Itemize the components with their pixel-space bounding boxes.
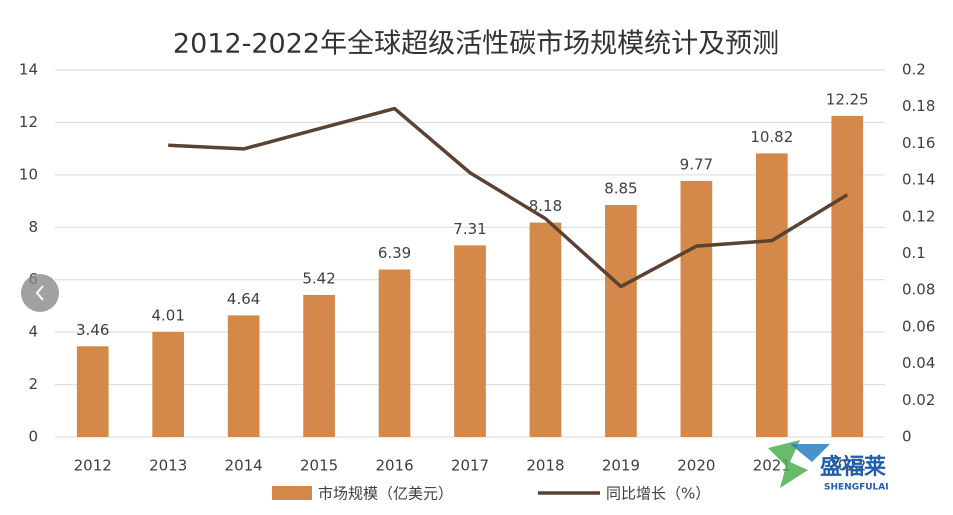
legend-label: 市场规模（亿美元） [318,485,453,503]
nav-button[interactable] [21,274,59,312]
y-tick-label: 4 [28,323,38,341]
value-label: 3.46 [76,321,109,339]
y-tick-label: 14 [19,61,38,79]
y2-tick-label: 0.08 [902,281,935,299]
y-tick-label: 0 [28,428,38,446]
line [168,106,849,289]
legend-label: 同比增长（%） [606,485,710,503]
bar [227,315,260,437]
x-tick-label: 2019 [602,457,640,475]
x-tick-label: 2014 [225,457,263,475]
logo-icon [768,440,808,488]
watermark: 盛福莱 SHENGFULAI [768,440,889,493]
y-tick-label: 10 [19,165,38,183]
x-tick-label: 2015 [300,457,338,475]
value-label: 6.39 [378,244,411,262]
value-label: 7.31 [453,220,486,238]
y2-tick-label: 0.12 [902,207,935,225]
y2-tick-label: 0.1 [902,244,926,262]
bar [303,294,335,437]
bar [529,222,562,437]
bar [152,331,185,437]
bar [680,180,713,438]
nav-arrow[interactable] [35,285,44,301]
x-tick-label: 2012 [74,457,112,475]
x-tick-label: 2022 [828,457,866,475]
y2-tick-label: 0.04 [902,354,935,372]
y2-tick-label: 0.16 [902,134,935,152]
y-tick-label: 12 [19,113,38,131]
x-tick-label: 2020 [677,457,715,475]
x-tick-label: 2018 [526,457,564,475]
y2-tick-label: 0.02 [902,391,935,409]
bar [755,153,788,437]
y2-tick-label: 0.2 [902,61,926,79]
value-label: 5.42 [302,269,335,287]
value-label: 10.82 [750,128,793,146]
value-label: 8.18 [529,197,562,215]
bar [76,346,109,437]
value-label: 4.01 [151,306,184,324]
bar [378,269,411,437]
bar [605,205,637,437]
bar [454,245,486,437]
bar [831,115,864,437]
y2-tick-label: 0.18 [902,97,935,115]
y-tick-label: 2 [28,375,38,393]
y2-tick-label: 0.14 [902,171,935,189]
y2-tick-label: 0.06 [902,317,935,335]
legend-swatch [272,486,312,500]
watermark-name: 盛福莱 [820,454,886,480]
logo-icon [790,444,830,462]
value-label: 8.85 [604,180,637,198]
value-label: 9.77 [680,155,713,173]
chart-title: 2012-2022年全球超级活性碳市场规模统计及预测 [173,29,779,60]
nav-circle[interactable] [21,274,59,312]
x-tick-label: 2016 [375,457,413,475]
x-tick-label: 2013 [149,457,187,475]
value-label: 12.25 [826,90,869,108]
y2-tick-label: 0 [902,428,912,446]
value-label: 4.64 [227,290,260,308]
x-tick-label: 2017 [451,457,489,475]
watermark-sub: SHENGFULAI [824,483,889,493]
y-tick-label: 8 [28,218,38,236]
